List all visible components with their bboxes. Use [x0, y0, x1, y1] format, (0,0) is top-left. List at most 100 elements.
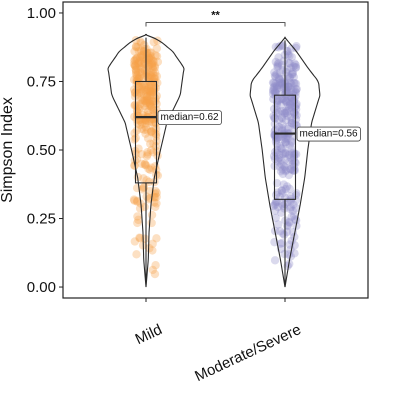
- data-point: [133, 218, 142, 228]
- data-point: [150, 68, 160, 77]
- data-point: [284, 82, 293, 91]
- data-point: [272, 81, 282, 90]
- data-point: [274, 58, 283, 68]
- data-point: [146, 70, 155, 80]
- data-point: [276, 156, 286, 165]
- data-point: [145, 165, 155, 174]
- data-point: [291, 63, 301, 72]
- data-point: [289, 211, 299, 220]
- data-point: [271, 200, 280, 209]
- data-point: [147, 102, 156, 111]
- data-point: [140, 101, 149, 111]
- data-point: [277, 60, 287, 70]
- data-point: [291, 196, 301, 205]
- data-point: [132, 63, 141, 72]
- data-point: [141, 104, 150, 113]
- data-point: [281, 139, 291, 149]
- data-point: [149, 57, 158, 66]
- data-point: [282, 108, 291, 117]
- data-point: [281, 86, 290, 96]
- data-point: [280, 230, 289, 239]
- data-point: [145, 101, 154, 111]
- data-point: [271, 199, 280, 208]
- data-point: [291, 203, 301, 213]
- data-point: [278, 169, 288, 179]
- data-point: [148, 246, 157, 255]
- data-point: [132, 53, 142, 62]
- data-point: [139, 90, 148, 99]
- data-point: [274, 108, 283, 117]
- data-point: [281, 184, 290, 194]
- data-point: [146, 87, 155, 96]
- data-point: [143, 91, 152, 101]
- data-point: [132, 101, 142, 111]
- data-point: [276, 100, 285, 110]
- data-point: [289, 78, 298, 88]
- data-point: [289, 200, 298, 209]
- data-point: [282, 107, 291, 116]
- data-point: [129, 195, 139, 204]
- data-point: [274, 122, 284, 132]
- data-point: [145, 48, 155, 57]
- data-point: [273, 133, 283, 142]
- data-point: [138, 87, 147, 96]
- data-point: [281, 106, 290, 115]
- data-point: [132, 126, 142, 135]
- data-point: [286, 192, 295, 201]
- data-point: [130, 129, 139, 138]
- data-point: [280, 162, 290, 172]
- data-point: [130, 56, 140, 65]
- data-point: [146, 68, 155, 77]
- data-point: [137, 96, 147, 105]
- data-point: [149, 74, 159, 83]
- data-point: [288, 156, 297, 165]
- data-point: [270, 71, 280, 80]
- data-point: [288, 68, 298, 77]
- data-point: [275, 74, 284, 84]
- median-label: median=0.56: [300, 129, 359, 140]
- data-point: [270, 82, 279, 91]
- data-point: [140, 57, 149, 66]
- data-point: [292, 41, 301, 51]
- data-point: [152, 192, 161, 202]
- data-point: [142, 54, 151, 64]
- data-point: [152, 51, 162, 61]
- data-point: [151, 189, 160, 199]
- data-point: [151, 96, 160, 106]
- data-point: [279, 135, 289, 144]
- data-point: [148, 56, 157, 65]
- data-point: [150, 198, 159, 207]
- data-point: [139, 81, 149, 91]
- data-point: [286, 113, 296, 122]
- data-point: [286, 78, 295, 88]
- data-point: [286, 204, 295, 214]
- violin-outline: [107, 33, 185, 288]
- data-point: [140, 66, 149, 75]
- data-point: [268, 89, 278, 99]
- data-point: [277, 160, 286, 169]
- data-point: [279, 94, 288, 103]
- data-point: [291, 105, 301, 114]
- data-point: [142, 69, 151, 78]
- data-point: [285, 99, 295, 109]
- data-point: [146, 80, 156, 89]
- data-point: [279, 201, 288, 211]
- data-point: [137, 119, 147, 129]
- data-point: [273, 157, 282, 166]
- data-point: [136, 120, 145, 130]
- data-point: [287, 138, 296, 147]
- data-point: [141, 116, 150, 125]
- data-point: [271, 79, 280, 88]
- data-point: [133, 68, 143, 78]
- data-point: [271, 137, 281, 146]
- data-point: [145, 87, 154, 96]
- data-point: [151, 83, 161, 93]
- data-point: [144, 177, 154, 187]
- data-point: [275, 68, 285, 77]
- data-point: [289, 62, 298, 71]
- data-point: [277, 79, 287, 89]
- data-point: [290, 157, 299, 167]
- data-point: [291, 85, 301, 94]
